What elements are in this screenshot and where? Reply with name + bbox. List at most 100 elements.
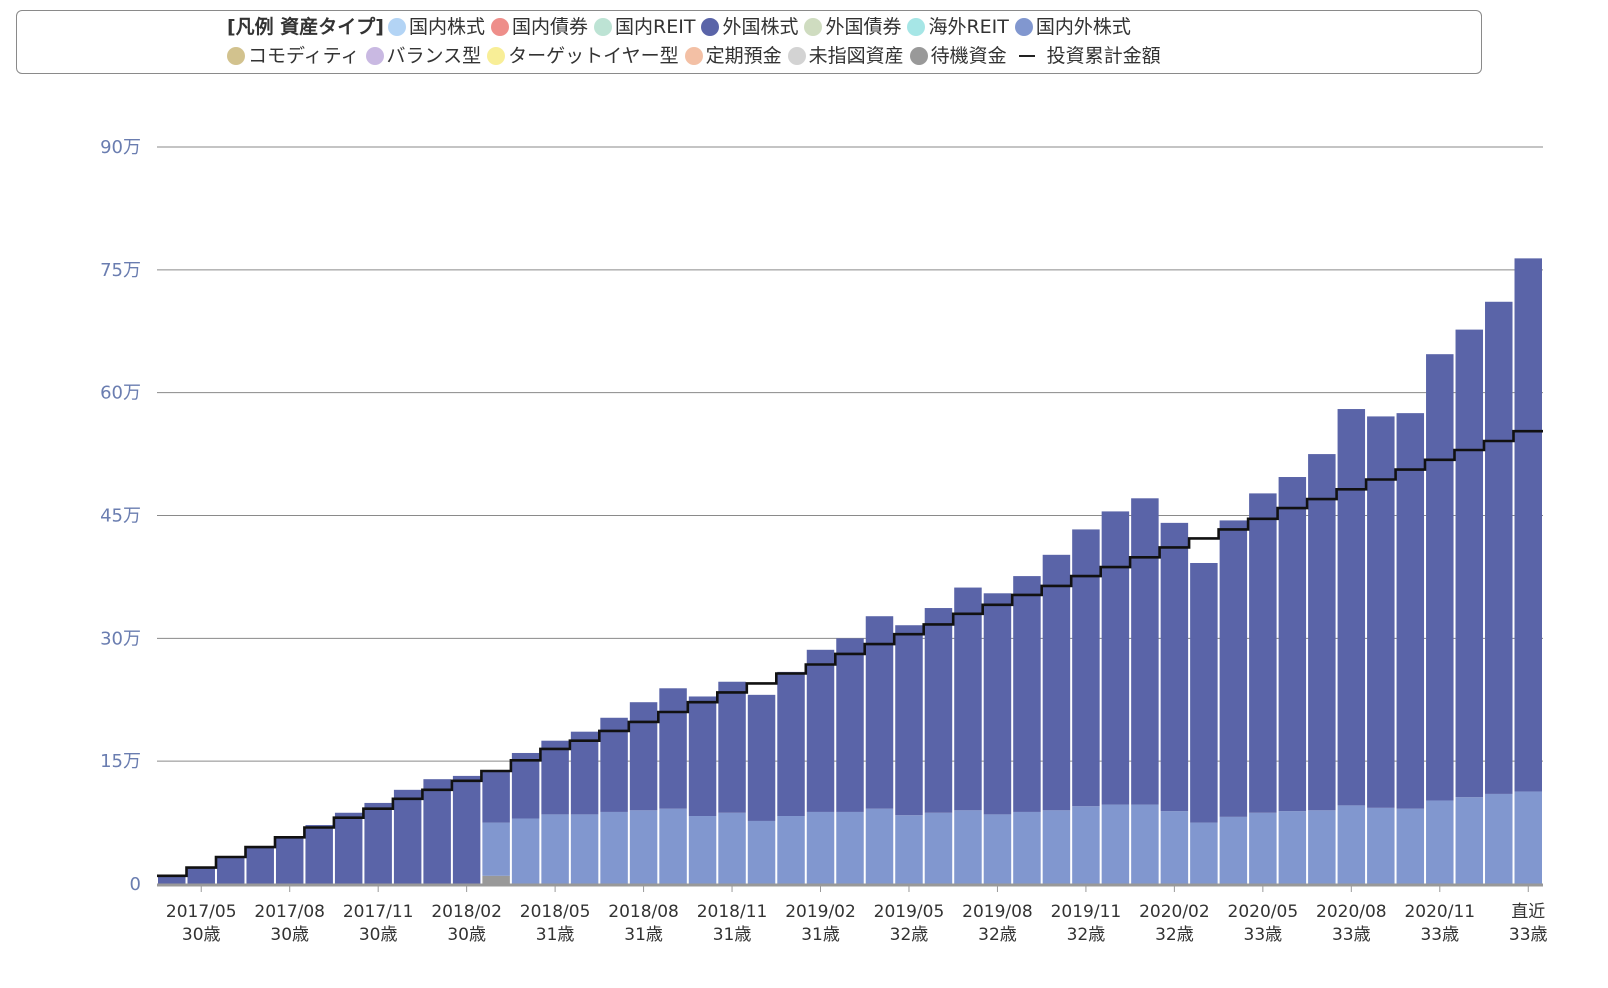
x-tick-date: 直近: [1511, 902, 1545, 922]
cumulative-investment-line: [157, 429, 1543, 878]
legend-item-foreign-stock[interactable]: 外国株式: [701, 13, 798, 41]
bar-segment: [600, 717, 628, 812]
y-tick-label: 0: [130, 874, 141, 895]
x-tick-age: 31歳: [713, 925, 752, 945]
bar-segment: [1278, 811, 1307, 884]
bar-segment: [570, 814, 599, 884]
legend-label: 国内債券: [512, 16, 589, 38]
legend-dot-icon: [365, 47, 384, 65]
legend-item-cumulative-line[interactable]: 投資累計金額: [1013, 42, 1161, 70]
bar-segment: [718, 681, 746, 813]
bar-segment: [511, 752, 540, 819]
bar-segment: [1013, 811, 1041, 884]
legend-item-domestic-stock[interactable]: 国内株式: [387, 13, 485, 41]
legend-item-global-stock[interactable]: 国内外株式: [1014, 13, 1131, 41]
bar-segment: [1160, 522, 1189, 812]
bar-segment: [1190, 822, 1218, 884]
legend-dot-icon: [804, 18, 823, 36]
bar-segment: [1278, 477, 1307, 812]
bar-segment: [747, 820, 776, 884]
bar-segment: [688, 696, 717, 817]
legend-row-1: [凡例 資産タイプ] 国内株式 国内債券 国内REIT 外国株式 外国債券 海外…: [227, 13, 1137, 41]
bar-segment: [482, 771, 510, 823]
bar-segment: [865, 808, 894, 884]
legend-item-domestic-bond[interactable]: 国内債券: [491, 13, 588, 41]
bar-segment: [747, 694, 776, 821]
x-tick-age: 32歳: [1155, 925, 1194, 945]
bar-segment: [1190, 562, 1218, 823]
cumulative-investment-line: [157, 429, 1543, 878]
legend-item-undesignated[interactable]: 未指図資産: [787, 42, 904, 70]
bar-segment: [452, 775, 481, 884]
bar-segment: [659, 808, 687, 884]
bar-segment: [1308, 810, 1336, 884]
bar-segment: [1396, 808, 1425, 884]
legend-dot-icon: [594, 18, 613, 36]
legend-item-balanced[interactable]: バランス型: [365, 42, 481, 70]
x-tick-age: 32歳: [1067, 925, 1106, 945]
bar-segment: [1072, 806, 1100, 884]
legend-row-2: コモディティ バランス型 ターゲットイヤー型 定期預金 未指図資産 待機資金 投…: [227, 42, 1167, 70]
bar-segment: [806, 649, 835, 812]
x-tick-age: 30歳: [270, 925, 309, 945]
legend-dot-icon: [907, 18, 926, 36]
bar-segment: [895, 815, 923, 884]
legend-dot-icon: [684, 47, 703, 65]
legend-item-time-deposit[interactable]: 定期預金: [684, 42, 782, 70]
y-tick-label: 60万: [100, 383, 141, 404]
bar-segment: [895, 625, 923, 816]
x-tick-age: 32歳: [890, 925, 929, 945]
bar-segment: [1101, 511, 1130, 805]
bar-segment: [334, 812, 363, 884]
bar-segment: [777, 671, 805, 817]
x-tick-age: 33歳: [1244, 925, 1283, 945]
legend-label: 国内外株式: [1035, 16, 1131, 38]
x-tick-date: 2018/02: [431, 902, 502, 922]
x-tick-date: 2020/11: [1404, 902, 1475, 922]
x-tick-date: 2020/02: [1139, 902, 1210, 922]
bar-segment: [865, 616, 894, 809]
legend-item-foreign-bond[interactable]: 外国債券: [804, 13, 901, 41]
bar-segment: [1426, 800, 1454, 884]
bar-segment: [246, 847, 274, 884]
bar-segment: [423, 779, 451, 884]
x-tick-date: 2017/11: [343, 902, 414, 922]
bar-segment: [1219, 520, 1248, 817]
legend-label: 海外REIT: [928, 16, 1009, 38]
legend-item-target-year[interactable]: ターゲットイヤー型: [487, 42, 679, 70]
bar-segment: [983, 814, 1012, 884]
bar-segment: [1249, 493, 1277, 813]
legend-dot-icon: [487, 47, 506, 65]
x-tick-age: 33歳: [1332, 925, 1371, 945]
x-tick-age: 32歳: [978, 925, 1017, 945]
legend-dot-icon: [909, 47, 928, 65]
line-legend-icon: [1018, 55, 1035, 57]
x-tick-age: 31歳: [624, 925, 663, 945]
legend-item-standby-cash[interactable]: 待機資金: [909, 42, 1007, 70]
legend-dot-icon: [1014, 18, 1033, 36]
bar-segment: [836, 638, 864, 812]
bar-segment: [1072, 529, 1100, 807]
bar-segment: [1396, 413, 1425, 809]
bar-segment: [158, 875, 186, 884]
x-tick-date: 2017/05: [166, 902, 237, 922]
legend-item-overseas-reit[interactable]: 海外REIT: [907, 13, 1009, 41]
legend-label: 国内株式: [408, 16, 485, 38]
legend-item-commodity[interactable]: コモディティ: [227, 42, 360, 70]
bar-segment: [806, 811, 835, 884]
legend-label: 投資累計金額: [1046, 45, 1161, 67]
bar-segment: [1514, 258, 1542, 792]
bar-segment: [1337, 409, 1366, 806]
chart-legend: [凡例 資産タイプ] 国内株式 国内債券 国内REIT 外国株式 外国債券 海外…: [16, 10, 1482, 74]
x-tick-date: 2019/05: [874, 902, 945, 922]
bar-segment: [1160, 811, 1189, 884]
bar-segment: [305, 825, 333, 884]
bar-segment: [541, 814, 569, 884]
x-tick-date: 2018/11: [697, 902, 768, 922]
bar-segment: [954, 810, 982, 884]
legend-title: [凡例 資産タイプ]: [227, 16, 384, 38]
bar-segment: [511, 818, 540, 884]
bar-segment: [836, 811, 864, 884]
bar-segment: [1013, 576, 1041, 812]
legend-item-domestic-reit[interactable]: 国内REIT: [594, 13, 695, 41]
